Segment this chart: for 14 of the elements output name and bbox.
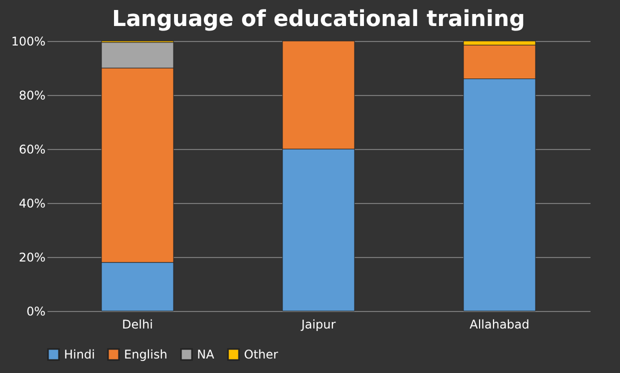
- legend-label: English: [124, 348, 168, 362]
- legend-label: Hindi: [64, 348, 95, 362]
- x-tick-label: Allahabad: [470, 318, 530, 332]
- legend-label: NA: [197, 348, 215, 362]
- legend-label: Other: [244, 348, 278, 362]
- y-tick-label: 80%: [18, 88, 46, 102]
- y-tick-label: 100%: [11, 34, 46, 48]
- y-tick-label: 60%: [18, 142, 46, 156]
- y-tick-label: 20%: [18, 250, 46, 264]
- x-tick-label: Jaipur: [300, 318, 336, 332]
- y-tick-label: 40%: [18, 196, 46, 210]
- y-tick-label: 0%: [26, 304, 46, 318]
- chart-title: Language of educational training: [112, 7, 525, 32]
- x-tick-label: Delhi: [122, 318, 153, 332]
